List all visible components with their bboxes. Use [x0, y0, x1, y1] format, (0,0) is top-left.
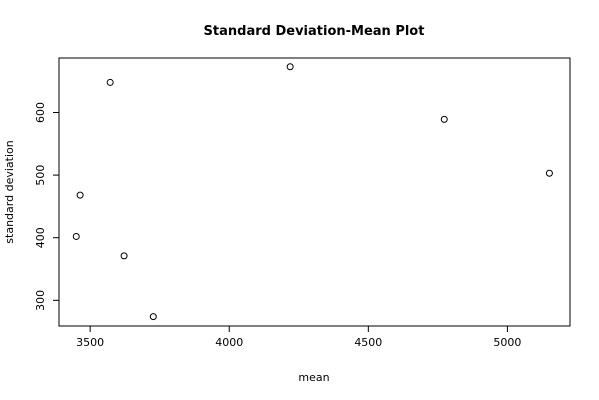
point	[76, 191, 84, 199]
x-axis-label: mean	[298, 371, 329, 384]
x-tick-label: 4000	[215, 336, 243, 349]
point	[545, 169, 553, 177]
y-tick-label: 600	[34, 102, 47, 123]
x-tick-label: 3500	[76, 336, 104, 349]
point	[149, 313, 157, 321]
point	[120, 252, 128, 260]
point	[72, 232, 80, 240]
y-tick-label: 300	[34, 290, 47, 311]
chart-title: Standard Deviation-Mean Plot	[204, 24, 425, 39]
point	[106, 78, 114, 86]
point	[286, 63, 294, 71]
x-tick-label: 4500	[354, 336, 382, 349]
point	[440, 115, 448, 123]
y-axis-label: standard deviation	[3, 140, 16, 243]
x-tick-label: 5000	[493, 336, 521, 349]
y-tick-label: 500	[34, 165, 47, 186]
y-tick-label: 400	[34, 227, 47, 248]
